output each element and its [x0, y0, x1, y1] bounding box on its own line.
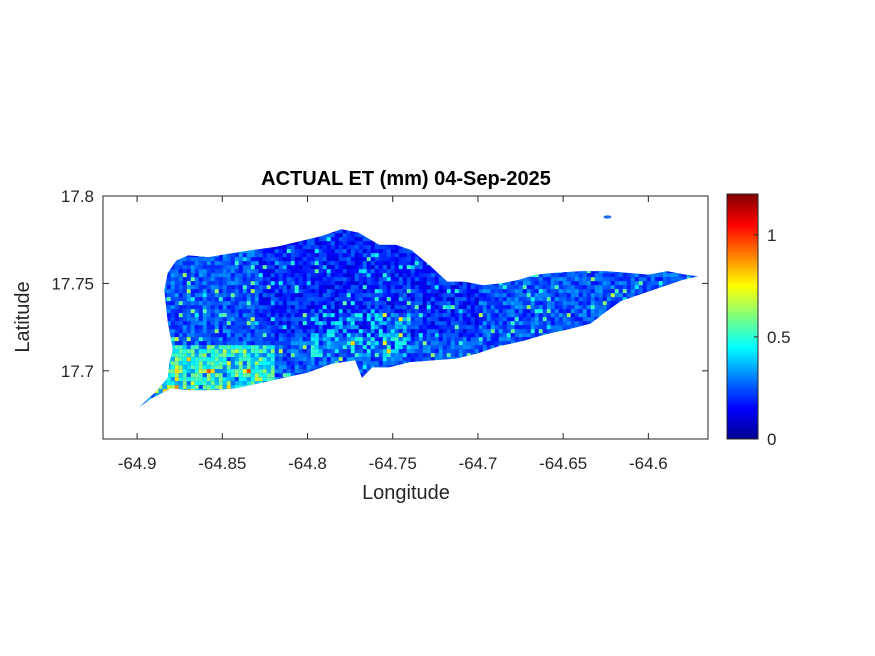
colorbar [726, 193, 759, 440]
x-axis-label: Longitude [362, 482, 450, 504]
y-axis-ticks: 17.7 17.75 17.8 [51, 187, 708, 381]
x-tick-label: -64.7 [459, 454, 498, 473]
y-tick-label: 17.7 [61, 362, 94, 381]
chart-title: ACTUAL ET (mm) 04-Sep-2025 [261, 168, 551, 190]
et-raster [138, 229, 698, 408]
x-tick-label: -64.65 [539, 454, 587, 473]
colorbar-ticks: 00.51 [754, 226, 791, 449]
x-tick-label: -64.9 [118, 454, 157, 473]
x-tick-label: -64.8 [288, 454, 327, 473]
y-tick-label: 17.75 [51, 274, 94, 293]
x-axis-ticks: -64.9 -64.85 -64.8 -64.75 -64.7 -64.65 -64.6 [118, 196, 668, 473]
colorbar-tick-label: 1 [767, 226, 776, 245]
colorbar-tick-label: 0.5 [767, 328, 791, 347]
x-tick-label: -64.75 [369, 454, 417, 473]
colorbar-tick-label: 0 [767, 430, 776, 449]
y-tick-label: 17.8 [61, 187, 94, 206]
et-map-layer [138, 215, 698, 408]
x-tick-label: -64.6 [629, 454, 668, 473]
islet [603, 215, 612, 219]
y-axis-label: Latitude [12, 281, 34, 352]
x-tick-label: -64.85 [198, 454, 246, 473]
plot-axes-box [102, 195, 709, 440]
